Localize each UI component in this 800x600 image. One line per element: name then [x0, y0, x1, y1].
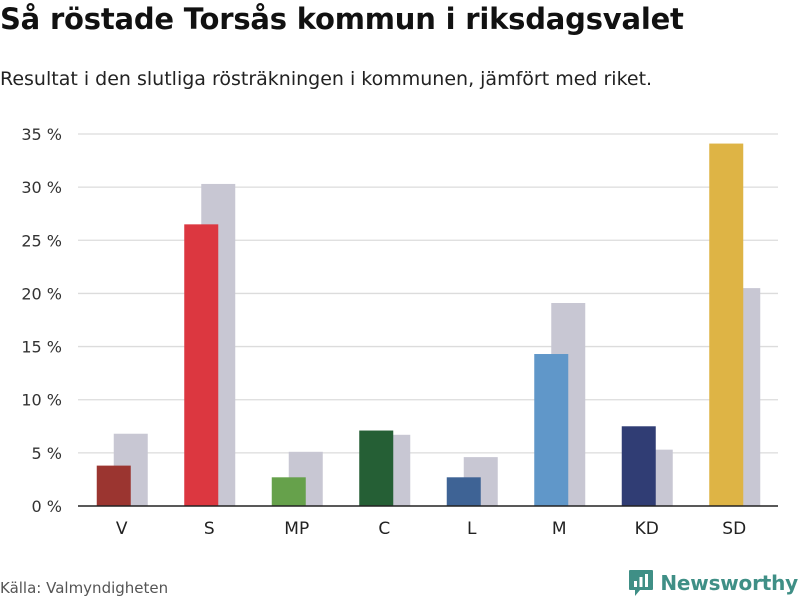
bar-kommun-v — [96, 465, 131, 506]
chart-title: Så röstade Torsås kommun i riksdagsvalet — [0, 2, 684, 36]
y-tick-label: 25 % — [21, 231, 62, 250]
x-tick-label: V — [116, 519, 128, 539]
x-tick-label: C — [378, 519, 390, 539]
bar-kommun-mp — [271, 477, 306, 506]
y-tick-label: 0 % — [32, 497, 62, 516]
x-axis-ticks: V S MP C L M KD SD — [78, 505, 778, 539]
x-tick-label: S — [204, 519, 215, 539]
bar-kommun-sd — [709, 143, 744, 506]
bar-kommun-c — [359, 430, 394, 506]
bar-kommun-kd — [621, 426, 656, 506]
source-note: Källa: Valmyndigheten — [0, 579, 169, 597]
y-axis-ticks: 0 % 5 % 10 % 15 % 20 % 25 % 30 % 35 % — [21, 125, 62, 516]
bars — [96, 143, 761, 507]
x-tick-label: MP — [284, 519, 309, 539]
grid-lines — [78, 133, 778, 454]
y-tick-label: 10 % — [21, 391, 62, 410]
bar-chart-speech-bubble-icon — [629, 570, 654, 596]
y-tick-label: 20 % — [21, 284, 62, 303]
x-tick-label: SD — [722, 519, 746, 539]
y-tick-label: 15 % — [21, 338, 62, 357]
bar-kommun-l — [446, 477, 481, 506]
x-tick-label: M — [552, 519, 567, 539]
bar-kommun-s — [184, 224, 219, 507]
brand-name: Newsworthy — [660, 571, 798, 595]
newsworthy-logo: Newsworthy — [628, 569, 798, 597]
x-tick-label: L — [467, 519, 477, 539]
chart-subtitle: Resultat i den slutliga rösträkningen i … — [0, 68, 653, 90]
bar-kommun-m — [534, 354, 569, 506]
y-tick-label: 5 % — [32, 444, 62, 463]
x-tick-label: KD — [635, 519, 659, 539]
y-tick-label: 30 % — [21, 178, 62, 197]
y-tick-label: 35 % — [21, 125, 62, 144]
